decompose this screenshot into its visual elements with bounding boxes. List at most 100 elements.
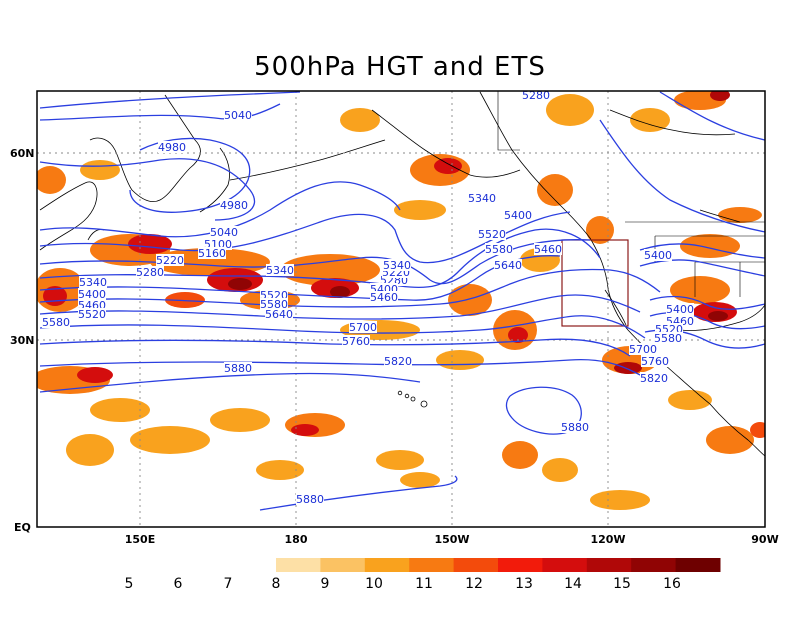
ets-blob [130, 426, 210, 454]
contour-label-bg [641, 355, 669, 367]
contour-label-bg [629, 343, 657, 355]
highlight-box [561, 239, 629, 327]
colorbar-label: 15 [613, 576, 631, 592]
colorbar-label: 6 [174, 576, 183, 592]
colorbar: 5 6 7 8 9 10 11 12 13 14 15 16 [125, 558, 721, 592]
contour-label-bg [666, 303, 694, 315]
ets-blob [80, 160, 120, 180]
ets-blob [590, 490, 650, 510]
map-frame [36, 90, 766, 528]
ets-blob [614, 362, 642, 374]
contour-label-bg [383, 259, 411, 271]
contour-label: 5880 [224, 362, 252, 375]
colorbar-swatch [276, 558, 321, 572]
ets-blob [537, 174, 573, 206]
colorbar-label: 16 [663, 576, 681, 592]
contour-label-bg [210, 226, 238, 238]
contour-label: 5400 [644, 249, 672, 262]
lon-label-150w: 150W [434, 533, 469, 546]
ets-blob [340, 108, 380, 132]
colorbar-label: 8 [272, 576, 281, 592]
contour-label: 5880 [296, 493, 324, 506]
ets-blob [668, 390, 712, 410]
contour-label-bg [561, 421, 589, 433]
contour-label: 5520 [78, 308, 106, 321]
ets-blob [586, 216, 614, 244]
contour-label: 4980 [220, 199, 248, 212]
contour-label-bg [370, 291, 398, 303]
ets-blob [37, 166, 66, 194]
contour-label: 5220 [156, 254, 184, 267]
ets-blob [77, 367, 113, 383]
contour-label-bg [654, 332, 682, 344]
contour-label-bg [158, 141, 186, 153]
ets-blob [502, 441, 538, 469]
contour-label: 5460 [534, 243, 562, 256]
ets-blob [330, 286, 350, 298]
coastlines [39, 91, 765, 457]
contour-label: 5340 [383, 259, 411, 272]
contour-label: 5820 [384, 355, 412, 368]
contour-label-bg [265, 308, 293, 320]
contour-label-bg [485, 243, 513, 255]
contour-label-bg [644, 249, 672, 261]
ets-blob [670, 276, 730, 304]
contour-label-bg [78, 308, 106, 320]
contour-label-bg [468, 192, 496, 204]
contour-label-bg [42, 316, 70, 328]
contour-label-bg [534, 243, 562, 255]
colorbar-swatch [675, 558, 721, 572]
ets-blob [228, 278, 252, 290]
ets-blob [291, 424, 319, 436]
contour-label-bg [224, 362, 252, 374]
contour-label-bg [78, 288, 106, 300]
ets-blob [708, 311, 728, 321]
colorbar-label: 5 [125, 576, 134, 592]
lat-label-60n: 60N [10, 147, 35, 160]
ets-blob [706, 426, 754, 454]
contour-label: 5040 [224, 109, 252, 122]
contour-label: 5640 [265, 308, 293, 321]
ets-blob [630, 108, 670, 132]
colorbar-swatch [631, 558, 677, 572]
contour-label: 5760 [641, 355, 669, 368]
ets-blob [376, 450, 424, 470]
lat-label-30n: 30N [10, 334, 35, 347]
ets-blob [66, 434, 114, 466]
contour-label-bg [136, 266, 164, 278]
contour-label: 5580 [654, 332, 682, 345]
contour-label: 5160 [198, 247, 226, 260]
ets-blob [256, 460, 304, 480]
contour-label: 5460 [370, 291, 398, 304]
contour-label-bg [266, 264, 294, 276]
contour-label: 5820 [640, 372, 668, 385]
contour-label: 5640 [494, 259, 522, 272]
contour-label: 5580 [485, 243, 513, 256]
ets-blob [210, 408, 270, 432]
contour-label: 5400 [78, 288, 106, 301]
colorbar-label: 7 [224, 576, 233, 592]
lon-label-90w: 90W [751, 533, 778, 546]
contour-label: 5760 [342, 335, 370, 348]
contour-label-bg [260, 298, 288, 310]
contour-label: 5400 [504, 209, 532, 222]
contour-label: 5340 [79, 276, 107, 289]
ets-blob [394, 200, 446, 220]
colorbar-swatch [586, 558, 632, 572]
lon-label-150e: 150E [125, 533, 155, 546]
ets-blob [680, 234, 740, 258]
contour-label-bg [342, 335, 370, 347]
colorbar-swatch [364, 558, 410, 572]
ets-blob [542, 458, 578, 482]
colorbar-swatch [320, 558, 366, 572]
contour-label: 4980 [158, 141, 186, 154]
contour-label: 5520 [478, 228, 506, 241]
contour-label: 5700 [629, 343, 657, 356]
colorbar-label: 10 [365, 576, 383, 592]
contour-label: 5880 [561, 421, 589, 434]
contour-label-bg [384, 355, 412, 367]
colorbar-label: 14 [564, 576, 582, 592]
contour-label-bg [640, 372, 668, 384]
